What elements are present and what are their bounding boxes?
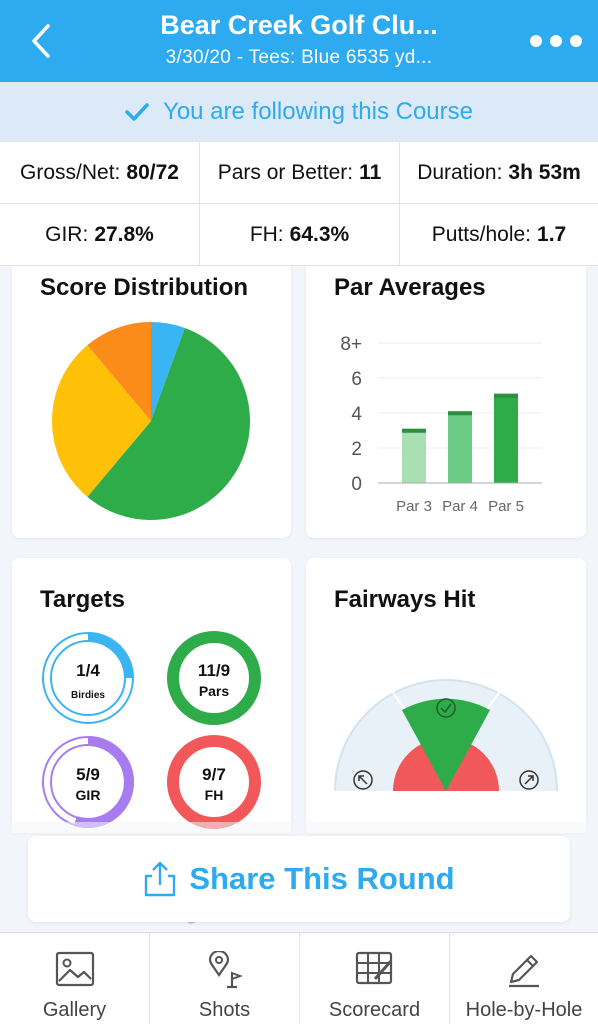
target-label: FH	[205, 787, 224, 803]
tab-gallery-label: Gallery	[42, 999, 107, 1021]
tab-scorecard[interactable]: Scorecard	[300, 933, 450, 1024]
y-tick-label: 6	[351, 369, 362, 390]
pie-slice-bogey	[51, 345, 151, 497]
x-tick-label: Par 4	[442, 498, 478, 515]
header-bar: Bear Creek Golf Clu... 3/30/20 - Tees: B…	[0, 0, 598, 82]
pie-slice-birdie	[151, 322, 185, 421]
course-title: Bear Creek Golf Clu...	[160, 10, 438, 40]
duration-stat: Duration: 3h 53m	[417, 160, 581, 184]
y-tick-label: 4	[351, 404, 362, 425]
gir-stat: GIR: 27.8%	[0, 204, 200, 265]
tab-shots[interactable]: Shots	[150, 933, 300, 1024]
target-ring-gir[interactable]: 5/9 GIR	[42, 736, 134, 828]
pie-slice-double-bogey-	[87, 322, 151, 421]
miss-left-arrow-icon	[353, 770, 373, 790]
fh-stat: FH: 64.3%	[200, 204, 400, 265]
targets-card[interactable]: Targets 1/4 Birdies 11/9 Pars 5/9 GIR 9/7 FH	[12, 558, 291, 833]
gross-net-stat: Gross/Net: 80/72	[0, 142, 200, 203]
target-ring-pars[interactable]: 11/9 Pars	[167, 631, 261, 725]
tab-scorecard-label: Scorecard	[328, 999, 421, 1021]
pencil-icon	[509, 954, 539, 988]
tab-gallery[interactable]: Gallery	[0, 933, 150, 1024]
more-options-icon[interactable]	[528, 26, 584, 56]
score-distribution-pie	[51, 322, 250, 520]
hit-check-icon	[436, 698, 456, 718]
par-averages-chart: 0 2 4 6 8+ Par 3 Par 4 Par 5	[340, 334, 542, 515]
target-label: Birdies	[71, 690, 105, 701]
target-label: Pars	[199, 683, 230, 699]
x-tick-label: Par 5	[488, 498, 524, 515]
score-distribution-title: Score Distribution	[40, 274, 249, 301]
scorecard-icon	[355, 951, 392, 985]
tab-hole-by-hole-label: Hole-by-Hole	[465, 999, 583, 1021]
bottom-tab-bar: Gallery Shots Scorecard Hole-by-Hole	[0, 932, 598, 1024]
checkmark-icon	[125, 103, 149, 121]
par-averages-title: Par Averages	[334, 274, 486, 301]
target-ring-birdies[interactable]: 1/4 Birdies	[42, 632, 134, 724]
bar-par-3	[402, 428, 426, 483]
follow-banner-text: You are following this Course	[163, 98, 473, 125]
bar-par-5	[494, 393, 518, 483]
y-tick-label: 2	[351, 439, 362, 460]
back-arrow-icon[interactable]	[26, 20, 58, 62]
tab-hole-by-hole[interactable]: Hole-by-Hole	[450, 933, 598, 1024]
pin-flag-icon	[208, 951, 243, 989]
y-tick-label: 8+	[340, 334, 362, 355]
target-value: 5/9	[76, 765, 100, 784]
round-stats: Gross/Net: 80/72 Pars or Better: 11 Durati…	[0, 142, 598, 266]
y-tick-label: 0	[351, 474, 362, 495]
bar-value-marker	[402, 428, 426, 433]
bar-par-4	[448, 411, 472, 483]
target-ring-fh[interactable]: 9/7 FH	[167, 735, 261, 829]
share-round-button[interactable]: Share This Round	[28, 836, 570, 922]
targets-title: Targets	[40, 586, 125, 613]
fairway-hit-segment	[402, 698, 490, 791]
x-tick-label: Par 3	[396, 498, 432, 515]
share-round-label: Share This Round	[189, 861, 455, 896]
bar-value-marker	[448, 411, 472, 416]
follow-banner[interactable]: You are following this Course	[0, 82, 598, 142]
image-icon	[55, 951, 94, 987]
pie-slice-par	[87, 327, 250, 520]
target-value: 11/9	[198, 661, 230, 680]
miss-right-arrow-icon	[519, 770, 539, 790]
target-label: GIR	[76, 787, 101, 803]
score-distribution-card[interactable]: Score Distribution	[12, 266, 291, 538]
fairways-hit-title: Fairways Hit	[334, 586, 476, 613]
gauge-outline	[334, 679, 558, 792]
putts-stat: Putts/hole: 1.7	[431, 222, 567, 246]
fairways-hit-card[interactable]: Fairways Hit	[306, 558, 586, 833]
target-value: 9/7	[202, 765, 226, 784]
bar-value-marker	[494, 393, 518, 398]
pars-or-better-stat: Pars or Better: 11	[200, 142, 400, 203]
par-averages-card[interactable]: Par Averages 0 2 4 6 8+ Par 3 Par 4 Par 5	[306, 266, 586, 538]
round-subtitle: 3/30/20 - Tees: Blue 6535 yd...	[165, 47, 433, 68]
target-value: 1/4	[76, 661, 100, 680]
tab-shots-label: Shots	[198, 999, 251, 1021]
share-icon	[145, 861, 176, 897]
fairways-hit-gauge	[334, 679, 558, 792]
